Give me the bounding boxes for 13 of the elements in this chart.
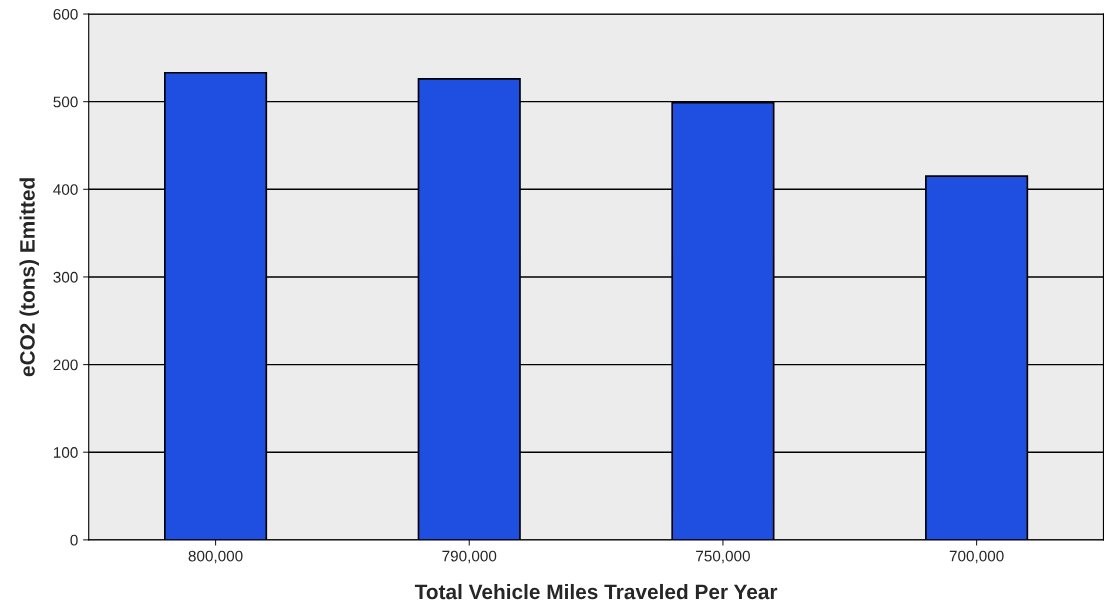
x-tick-label: 700,000 <box>949 550 1004 564</box>
x-tick-label: 790,000 <box>442 550 497 564</box>
y-tick-label: 200 <box>53 359 78 371</box>
y-tick-label: 400 <box>53 184 78 195</box>
y-tick-label: 100 <box>53 447 78 458</box>
x-tick-label: 800,000 <box>188 550 243 564</box>
y-tick-label: 600 <box>53 8 78 20</box>
x-tick-label: 750,000 <box>696 550 750 564</box>
y-tick-label: 0 <box>70 534 78 546</box>
y-tick-label: 500 <box>53 96 78 108</box>
y-axis-title: eCO2 (tons) Emitted <box>19 178 39 377</box>
y-tick-label: 300 <box>53 271 78 283</box>
x-axis-title: Total Vehicle Miles Traveled Per Year <box>414 583 778 600</box>
